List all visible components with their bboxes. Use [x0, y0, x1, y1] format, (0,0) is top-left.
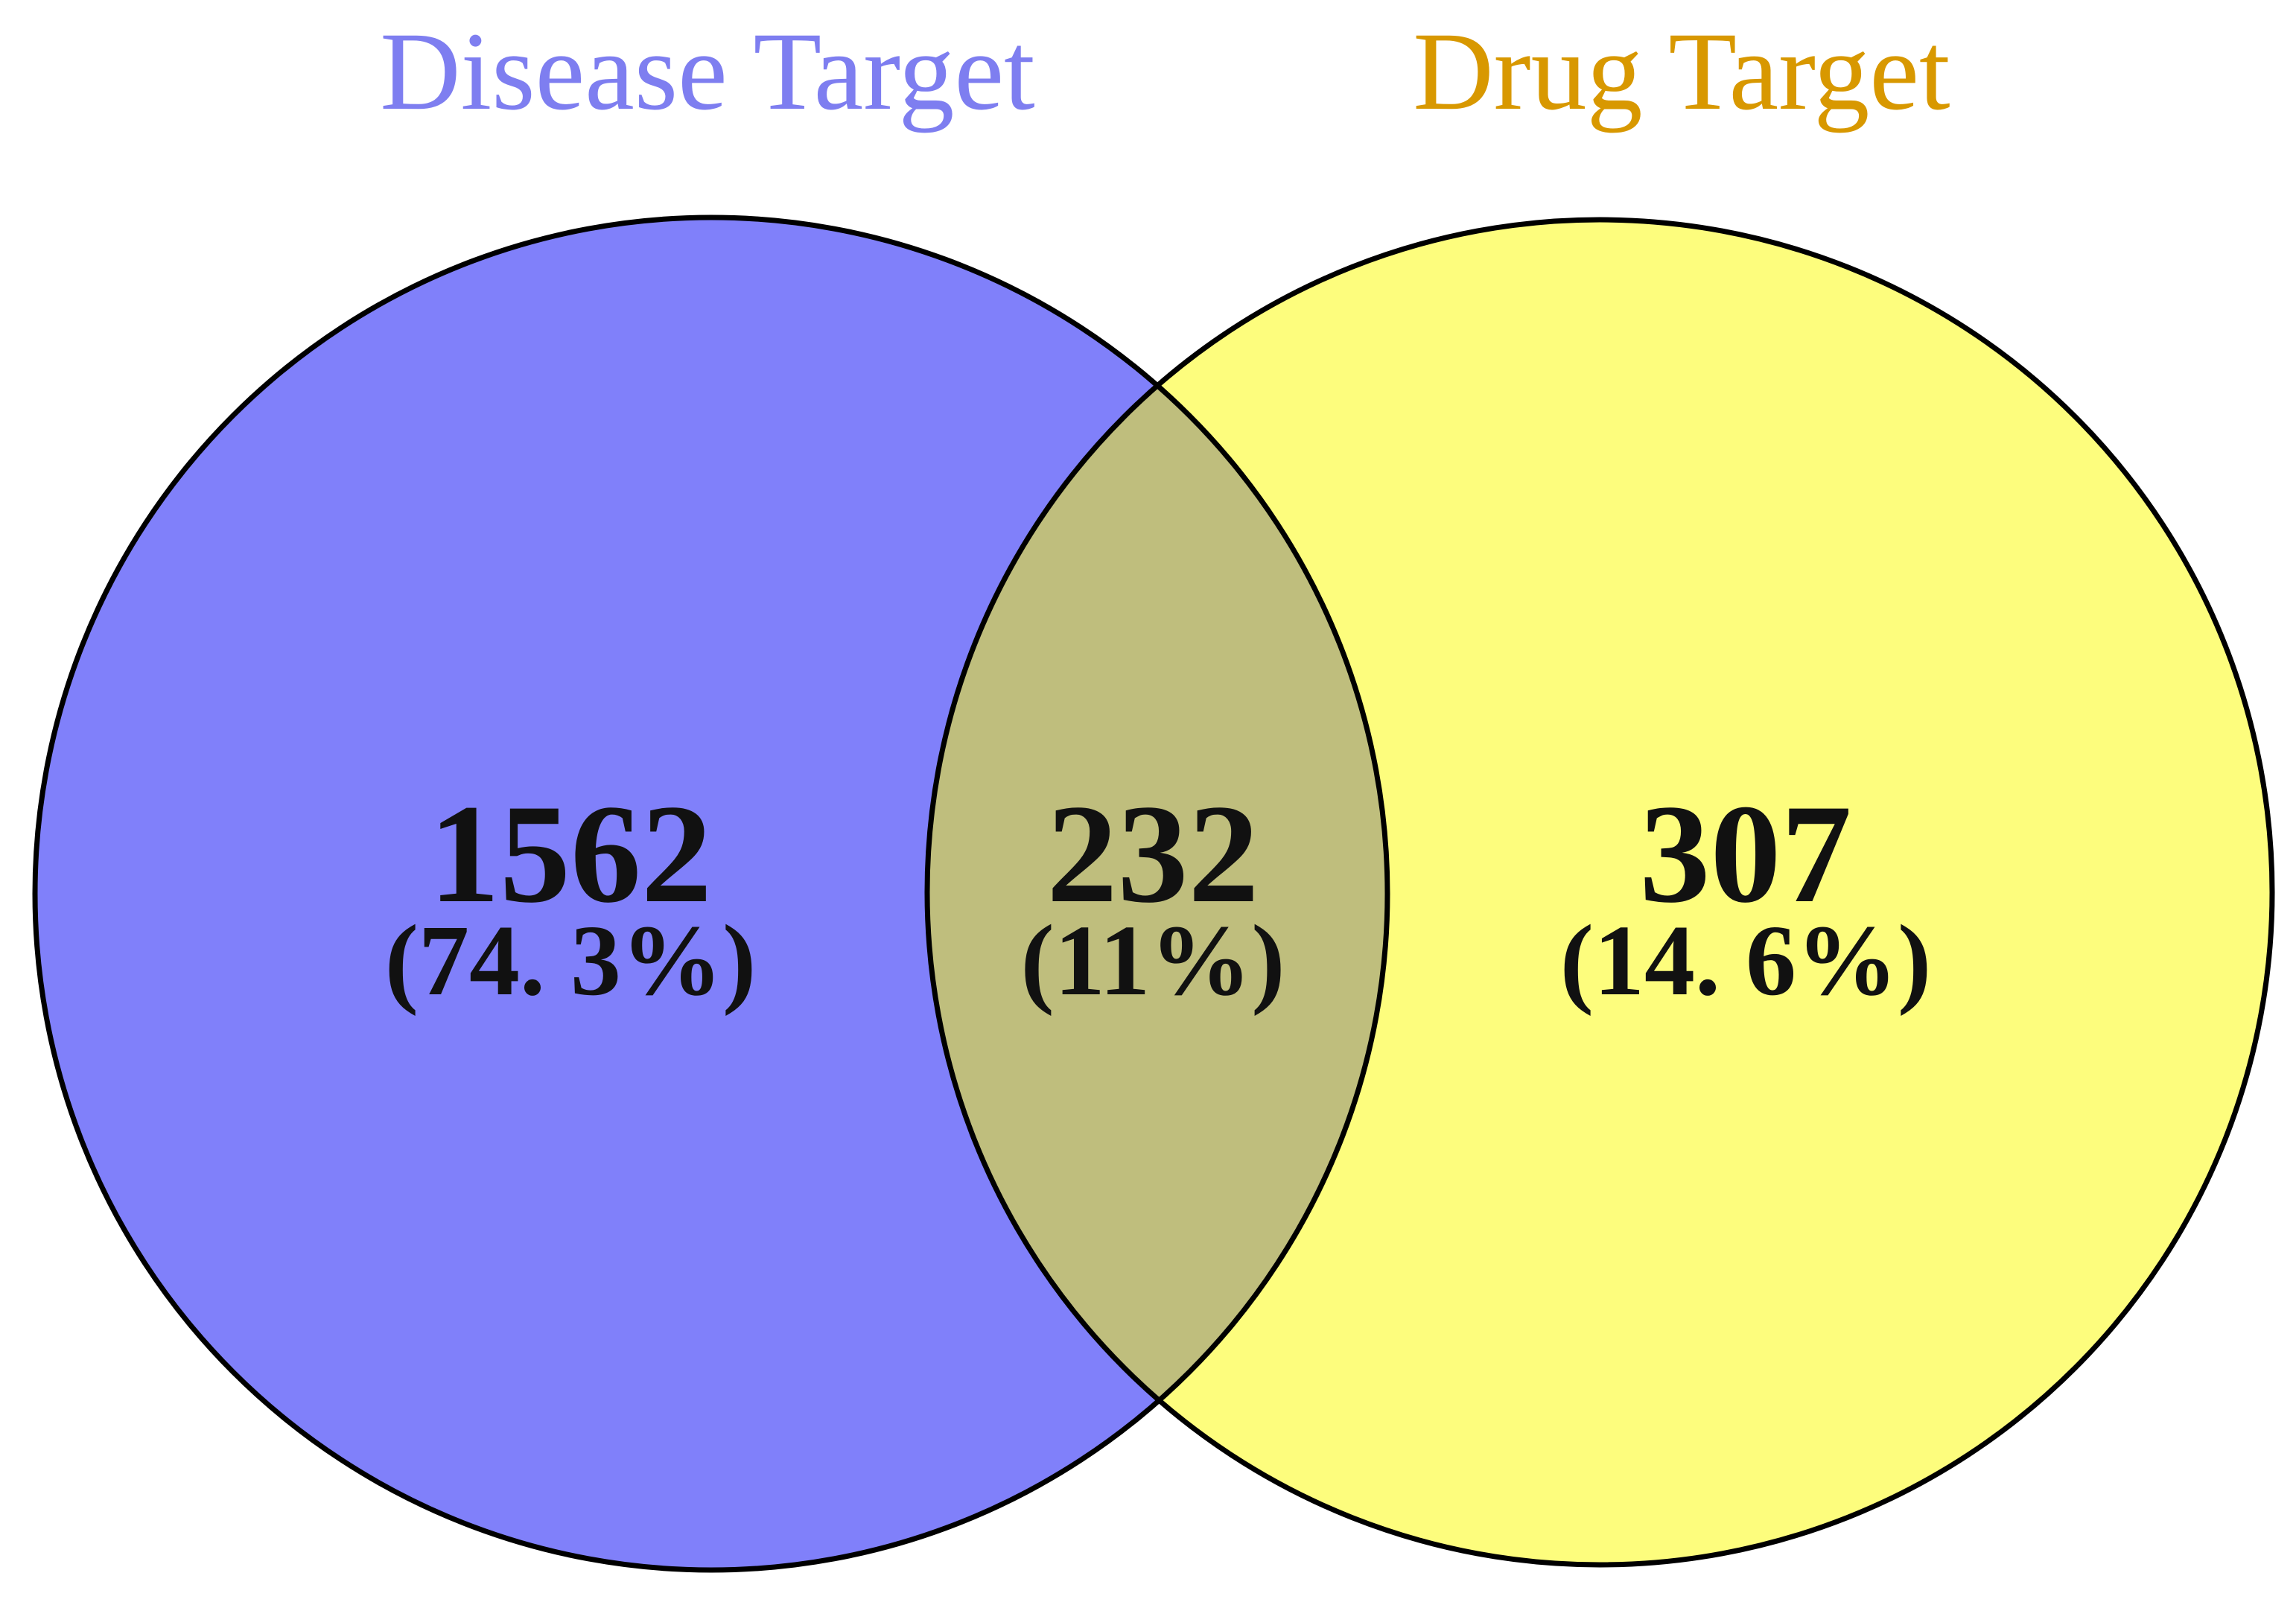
- disease-only-label: 1562 (74. 3%): [385, 776, 757, 1017]
- drug-circle-outline: [924, 217, 2275, 1568]
- disease-only-count: 1562: [429, 776, 712, 932]
- intersection-region: [927, 220, 1387, 1565]
- intersection-label: 232 (11%): [1020, 776, 1285, 1017]
- disease-circle-outline: [32, 214, 1390, 1573]
- drug-target-title: Drug Target: [1413, 10, 1950, 133]
- intersection-percent: (11%): [1020, 905, 1285, 1017]
- drug-only-count: 307: [1640, 776, 1852, 932]
- disease-target-title: Disease Target: [380, 10, 1035, 133]
- intersection-count: 232: [1047, 776, 1259, 932]
- disease-only-percent: (74. 3%): [385, 905, 757, 1017]
- drug-only-percent: (14. 6%): [1560, 905, 1932, 1017]
- drug-only-label: 307 (14. 6%): [1560, 776, 1932, 1017]
